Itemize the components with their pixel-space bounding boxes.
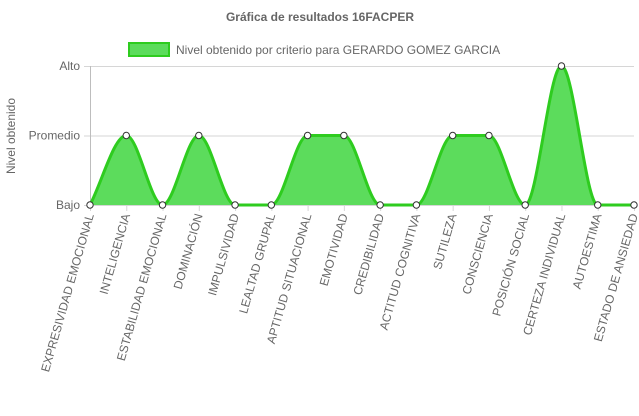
- y-axis-label: Nivel obtenido: [4, 98, 18, 174]
- x-tick-label: EXPRESIVIDAD EMOCIONAL: [38, 212, 97, 374]
- data-point[interactable]: [521, 201, 529, 209]
- area-layer: [88, 64, 634, 207]
- series-line: [88, 64, 634, 207]
- x-tick-label: CREDIBILIDAD: [350, 212, 387, 297]
- data-point[interactable]: [630, 201, 638, 209]
- legend[interactable]: Nivel obtenido por criterio para GERARDO…: [128, 42, 500, 57]
- data-point[interactable]: [86, 201, 94, 209]
- data-point[interactable]: [158, 201, 167, 209]
- x-tick-label: INTELIGENCIA: [97, 212, 133, 296]
- data-point[interactable]: [557, 62, 566, 70]
- data-point[interactable]: [195, 131, 203, 140]
- legend-swatch: [128, 42, 170, 57]
- x-tick-label: LEALTAD GRUPAL: [236, 212, 278, 316]
- data-point[interactable]: [303, 131, 312, 140]
- chart-title: Gráfica de resultados 16FACPER: [226, 10, 414, 24]
- y-tick-label: Alto: [59, 59, 80, 73]
- data-point[interactable]: [122, 131, 130, 140]
- x-tick-label: DOMINACIÓN: [170, 212, 206, 291]
- x-tick-label: IMPULSIVIDAD: [205, 212, 242, 298]
- x-tick-label: ACTITUD COGNITIVA: [377, 212, 424, 332]
- x-tick-label: EMOTIVIDAD: [317, 212, 351, 288]
- series-area: [90, 66, 634, 205]
- data-point[interactable]: [340, 131, 348, 140]
- data-point[interactable]: [231, 201, 239, 209]
- x-tick-label: AUTOESTIMA: [570, 212, 605, 291]
- y-tick-label: Promedio: [29, 129, 81, 143]
- data-point[interactable]: [267, 201, 276, 209]
- y-tick-label: Bajo: [56, 198, 80, 212]
- y-tick-labels: Bajo Promedio Alto: [29, 59, 81, 212]
- data-point[interactable]: [412, 201, 421, 209]
- x-tick-label: POSICIÓN SOCIAL: [488, 211, 532, 317]
- point-layer: [86, 62, 638, 209]
- x-tick-label: SUTILEZA: [430, 212, 459, 271]
- data-point[interactable]: [376, 201, 384, 209]
- data-point[interactable]: [485, 131, 493, 140]
- x-tick-labels: EXPRESIVIDAD EMOCIONAL INTELIGENCIAESTABI…: [38, 211, 639, 373]
- legend-label: Nivel obtenido por criterio para GERARDO…: [176, 43, 500, 57]
- data-point[interactable]: [448, 131, 457, 140]
- x-tick-label: CONSCIENCIA: [459, 212, 495, 296]
- data-point[interactable]: [594, 201, 602, 209]
